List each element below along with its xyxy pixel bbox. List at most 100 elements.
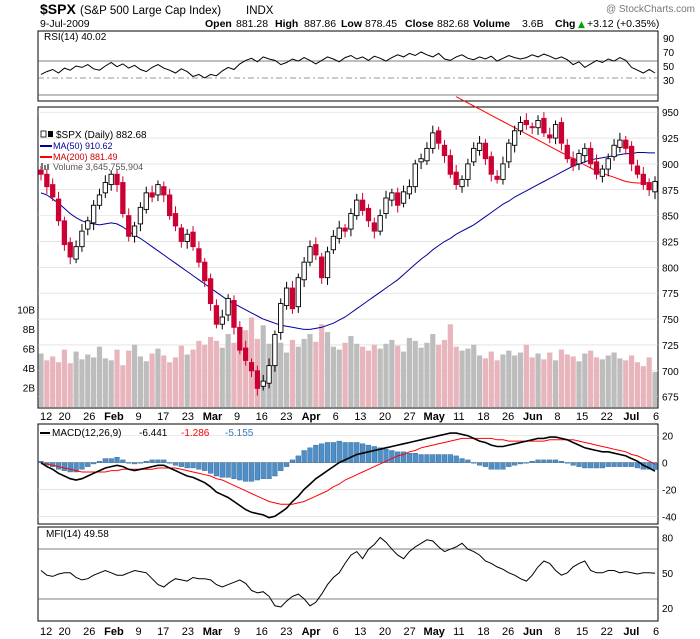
- candle-body: [248, 362, 255, 372]
- candle-body: [120, 182, 126, 215]
- macd-histogram-bar: [424, 454, 430, 463]
- macd-histogram-bar: [131, 462, 138, 465]
- macd-histogram-bar: [336, 440, 342, 463]
- price-tick-label: 800: [662, 263, 679, 274]
- date-tick-label: 9: [234, 411, 240, 423]
- volume-bar: [96, 346, 103, 407]
- price-tick-label: 875: [662, 186, 679, 197]
- date-tick-label: 13: [354, 411, 366, 423]
- volume-bar: [79, 359, 85, 407]
- legend-ma200: MA(200) 881.49: [53, 152, 118, 162]
- macd-histogram-bar: [517, 462, 524, 465]
- volume-tick-label: 4B: [23, 364, 36, 375]
- price-tick-label: 725: [662, 341, 679, 352]
- volume-bar: [617, 358, 623, 407]
- volume-bar: [395, 345, 401, 407]
- candle-body: [38, 169, 44, 175]
- volume-bar: [400, 351, 407, 407]
- date-tick-label: 12: [40, 411, 52, 423]
- candle-body: [61, 220, 68, 246]
- volume-bar: [494, 360, 500, 407]
- macd-histogram-bar: [319, 443, 325, 463]
- macd-histogram-bar: [213, 462, 220, 477]
- volume-bar: [383, 343, 389, 407]
- macd-histogram-bar: [611, 462, 617, 467]
- macd-hist-value: -5.155: [225, 428, 254, 439]
- quote-chg-value: +3.12 (+0.35%): [587, 18, 659, 30]
- candle-body: [541, 117, 547, 134]
- candle-body: [640, 173, 646, 186]
- volume-bar: [102, 358, 108, 407]
- mfi-legend: MFI(14) 49.58: [46, 529, 109, 540]
- candle-body: [102, 182, 108, 194]
- volume-bar: [178, 345, 184, 407]
- volume-bar: [336, 349, 342, 407]
- macd-histogram-bar: [196, 462, 202, 470]
- volume-bar: [161, 355, 167, 407]
- macd-histogram-bar: [570, 462, 576, 466]
- macd-histogram-bar: [348, 442, 354, 463]
- macd-histogram-bar: [155, 459, 161, 463]
- macd-legend-value: -6.441: [139, 428, 168, 439]
- candle-body: [365, 207, 372, 222]
- candle-body: [178, 227, 184, 242]
- volume-bar: [447, 324, 453, 407]
- candle-body: [506, 142, 512, 163]
- candle-body: [570, 158, 576, 167]
- candle-body: [435, 130, 442, 144]
- volume-bar: [441, 339, 448, 407]
- volume-bar: [307, 334, 313, 407]
- candle-body: [406, 186, 413, 195]
- quote-chg-label: Chg: [555, 18, 575, 30]
- price-tick-label: 925: [662, 134, 679, 145]
- legend-volume-icon-3: [47, 164, 49, 170]
- quote-volume-label: Volume: [473, 18, 510, 30]
- candle-body: [301, 261, 307, 281]
- macd-tick-label: 20: [662, 432, 674, 443]
- candle-body: [564, 144, 570, 160]
- volume-bar: [219, 347, 225, 407]
- date-tick-label: 23: [280, 411, 292, 423]
- date-tick-label: Mar: [203, 411, 223, 423]
- volume-bar: [430, 334, 436, 407]
- macd-histogram-bar: [225, 462, 231, 478]
- macd-histogram-bar: [284, 462, 290, 467]
- stockcharts-watermark: @ StockCharts.com: [606, 4, 695, 15]
- candle-body: [471, 147, 477, 163]
- macd-histogram-bar: [324, 442, 331, 463]
- macd-histogram-bar: [172, 462, 179, 466]
- date-axis-top: 12 20 26 Feb 9 17 23 Mar 9 16 23 Apr 6 13 20 27 May 11 18 2…: [40, 411, 659, 423]
- candle-body: [646, 182, 652, 191]
- macd-histogram-bar: [67, 462, 73, 473]
- volume-bar: [85, 354, 91, 407]
- date-tick-label: 23: [182, 411, 194, 423]
- rsi-legend: RSI(14) 40.02: [44, 32, 107, 43]
- volume-bar: [289, 339, 296, 407]
- date-tick-label: 20: [379, 626, 391, 638]
- volume-bar: [313, 341, 319, 407]
- legend-candle-icon: [40, 130, 47, 138]
- macd-histogram-bar: [354, 442, 360, 463]
- macd-histogram-bar: [137, 462, 144, 464]
- volume-tick-label: 2B: [23, 384, 36, 395]
- macd-histogram-bar: [371, 446, 377, 463]
- macd-histogram-bar: [108, 458, 114, 463]
- candle-body: [336, 227, 342, 239]
- chart-symbol: $SPX: [40, 1, 76, 17]
- macd-histogram-bar: [646, 462, 652, 470]
- volume-bar: [512, 355, 518, 407]
- macd-histogram-bar: [634, 462, 641, 469]
- macd-panel: 20 0 -20 -40 MACD(12,26,9) -6.441 -1.286 -5…: [37, 423, 677, 525]
- date-tick-label: Mar: [203, 626, 223, 638]
- date-tick-label: 9: [234, 626, 240, 638]
- volume-bar: [319, 324, 325, 407]
- date-tick-label: 27: [403, 411, 415, 423]
- date-tick-label: 15: [576, 626, 588, 638]
- volume-bar: [611, 352, 617, 407]
- candle-body: [348, 213, 354, 230]
- candle-body: [611, 144, 617, 158]
- date-tick-label: Jul: [623, 411, 639, 423]
- date-tick-label: 11: [453, 626, 464, 638]
- macd-histogram-bar: [38, 461, 44, 463]
- date-tick-label: 12: [40, 626, 52, 638]
